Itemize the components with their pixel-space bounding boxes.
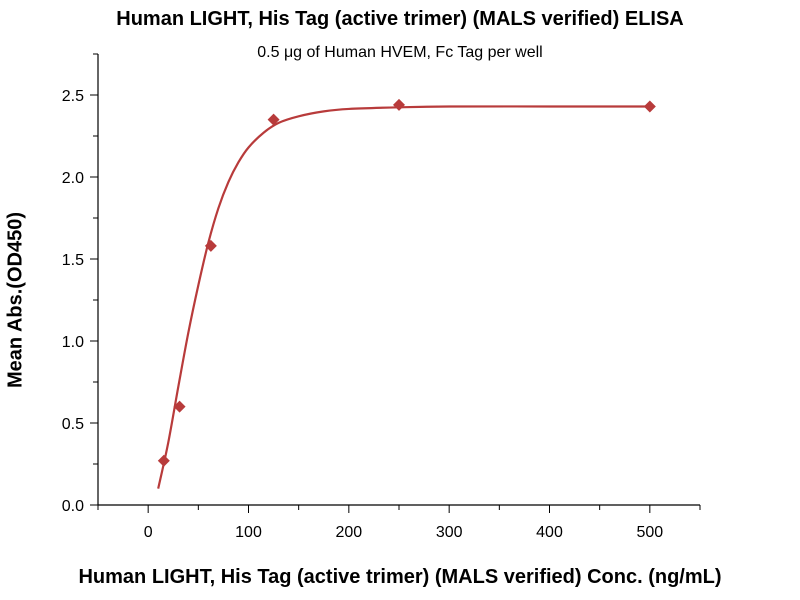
data-point bbox=[204, 239, 217, 252]
data-point bbox=[643, 100, 656, 113]
y-tick-label: 2.5 bbox=[62, 88, 84, 105]
data-point bbox=[267, 113, 280, 126]
x-tick-label: 400 bbox=[536, 524, 563, 541]
x-axis-label: Human LIGHT, His Tag (active trimer) (MA… bbox=[78, 566, 722, 588]
fit-curve-group bbox=[157, 105, 650, 489]
data-point bbox=[393, 98, 405, 111]
y-axis-label: Mean Abs.(OD450) bbox=[4, 212, 27, 388]
y-tick-label: 0.5 bbox=[62, 416, 84, 433]
chart-subtitle: 0.5 μg of Human HVEM, Fc Tag per well bbox=[257, 44, 543, 61]
y-tick-label: 2.0 bbox=[62, 170, 84, 187]
x-tick-label: 200 bbox=[335, 524, 362, 541]
data-point bbox=[173, 400, 186, 413]
y-tick-label: 0.0 bbox=[62, 498, 84, 515]
fit-curve bbox=[157, 105, 650, 489]
y-tick-label: 1.0 bbox=[62, 334, 84, 351]
chart-title: Human LIGHT, His Tag (active trimer) (MA… bbox=[116, 8, 684, 30]
x-tick-label: 100 bbox=[235, 524, 262, 541]
axes bbox=[97, 54, 700, 506]
y-tick-label: 1.5 bbox=[62, 252, 84, 269]
data-point bbox=[157, 454, 170, 467]
y-axis-ticks: 0.0 0.5 1.0 1.5 2.0 2.5 bbox=[62, 53, 98, 515]
x-tick-label: 300 bbox=[436, 524, 463, 541]
data-points bbox=[157, 98, 656, 467]
x-axis-ticks: 0 100 200 300 400 500 bbox=[97, 505, 701, 541]
x-tick-label: 500 bbox=[636, 524, 663, 541]
x-tick-label: 0 bbox=[144, 524, 153, 541]
